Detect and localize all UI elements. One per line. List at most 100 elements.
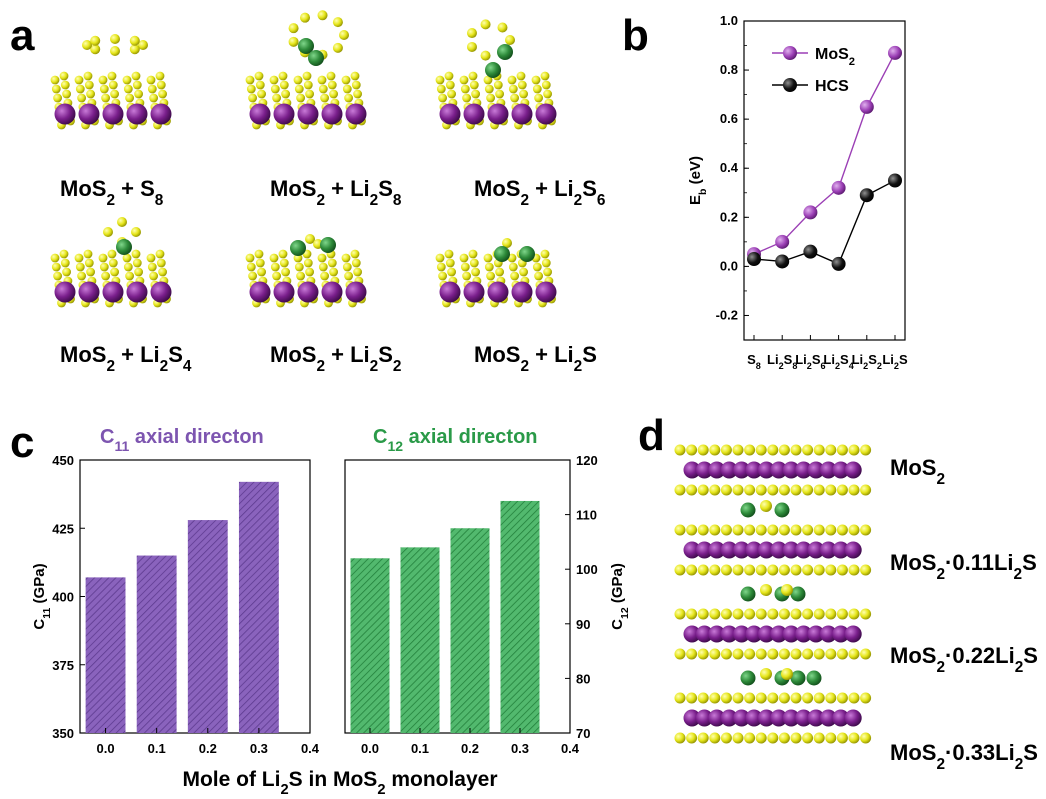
c11-y-axis-label: C11 (GPa) [31, 563, 53, 629]
sulfur-atom [732, 732, 744, 744]
sulfur-atom [466, 28, 477, 39]
c12-x-tick-label: 0.4 [561, 741, 580, 756]
molybdenum-atom [102, 281, 124, 303]
sulfur-atom [755, 524, 767, 536]
sulfur-atom [755, 732, 767, 744]
sulfur-atom [732, 692, 744, 704]
molybdenum-atom [535, 103, 557, 125]
sulfur-atom [860, 692, 872, 704]
molybdenum-atom [795, 541, 813, 559]
sulfur-atom [269, 253, 279, 263]
sulfur-atom [98, 75, 108, 85]
molybdenum-atom [720, 709, 738, 727]
sulfur-atom [790, 444, 802, 456]
c12-bar [450, 528, 490, 733]
sulfur-atom [732, 524, 744, 536]
sulfur-atom [99, 84, 109, 94]
sulfur-atom [541, 258, 551, 268]
sulfur-atom [138, 40, 148, 50]
sulfur-atom [697, 692, 709, 704]
sulfur-atom [110, 46, 120, 56]
lithium-atom [740, 502, 756, 518]
molybdenum-atom [683, 709, 701, 727]
sulfur-atom [848, 444, 860, 456]
sulfur-atom [709, 648, 721, 660]
sulfur-atom [519, 267, 528, 277]
sulfur-atom [674, 484, 686, 496]
data-point-HCS [747, 252, 761, 267]
sulfur-atom [246, 262, 256, 272]
sulfur-atom [353, 267, 362, 277]
sulfur-atom [755, 444, 767, 456]
molybdenum-atom [511, 281, 533, 303]
sulfur-atom [709, 692, 721, 704]
sulfur-atom [107, 71, 117, 81]
sulfur-atom [813, 444, 825, 456]
sulfur-atom [534, 93, 543, 103]
sulfur-atom [246, 84, 256, 94]
molybdenum-atom [757, 461, 775, 479]
legend-marker [783, 78, 797, 92]
sulfur-atom [435, 75, 445, 85]
sulfur-atom [255, 80, 265, 90]
molybdenum-atom [795, 709, 813, 727]
sulfur-atom [836, 524, 848, 536]
molybdenum-atom [782, 541, 800, 559]
molybdenum-atom [78, 281, 100, 303]
sulfur-atom [686, 648, 698, 660]
sulfur-atom [327, 258, 337, 268]
sulfur-atom [732, 444, 744, 456]
sulfur-atom [790, 608, 802, 620]
sulfur-atom [468, 249, 478, 259]
lithium-atom [290, 240, 306, 256]
lithium-atom [116, 239, 132, 255]
molybdenum-atom [695, 461, 713, 479]
sulfur-atom [760, 584, 772, 596]
legend: MoS2 HCS [772, 46, 855, 95]
sulfur-atom [279, 80, 289, 90]
c11-x-tick-label: 0.0 [97, 741, 115, 756]
sulfur-atom [317, 75, 327, 85]
molybdenum-atom [683, 461, 701, 479]
sulfur-atom [720, 444, 732, 456]
sulfur-atom [744, 444, 756, 456]
lithium-atom [494, 246, 510, 262]
molybdenum-atom [708, 541, 726, 559]
data-point-HCS [859, 188, 874, 203]
data-point-MoS2 [803, 205, 818, 220]
sulfur-atom [50, 75, 60, 85]
sulfur-atom [288, 36, 299, 47]
sulfur-atom [86, 89, 95, 99]
sulfur-atom [767, 444, 779, 456]
lithium-atom [740, 586, 756, 602]
molybdenum-atom [745, 541, 763, 559]
c-x-axis-label: Mole of Li2S in MoS2 monolayer [182, 768, 497, 798]
molybdenum-atom [683, 541, 701, 559]
lithium-atom [774, 502, 790, 518]
sulfur-atom [848, 648, 860, 660]
sulfur-atom [110, 267, 119, 277]
molybdenum-atom [345, 103, 367, 125]
lithium-atom [308, 50, 324, 66]
sulfur-atom [848, 608, 860, 620]
y-tick-label: -0.2 [716, 307, 738, 322]
sulfur-atom [507, 253, 517, 263]
sulfur-atom [75, 262, 85, 272]
sulfur-atom [541, 80, 551, 90]
molybdenum-atom [782, 461, 800, 479]
molybdenum-atom [782, 625, 800, 643]
molybdenum-atom [720, 461, 738, 479]
molybdenum-atom [487, 103, 509, 125]
molybdenum-atom [150, 103, 172, 125]
molybdenum-atom [249, 103, 271, 125]
structure-6 [435, 249, 557, 308]
molybdenum-atom [832, 541, 850, 559]
sulfur-atom [469, 80, 479, 90]
sulfur-atom [469, 258, 479, 268]
sulfur-atom [296, 93, 305, 103]
sulfur-atom [674, 444, 686, 456]
molybdenum-atom [126, 103, 148, 125]
sulfur-atom [344, 93, 353, 103]
sulfur-atom [767, 648, 779, 660]
sulfur-atom [107, 249, 117, 259]
